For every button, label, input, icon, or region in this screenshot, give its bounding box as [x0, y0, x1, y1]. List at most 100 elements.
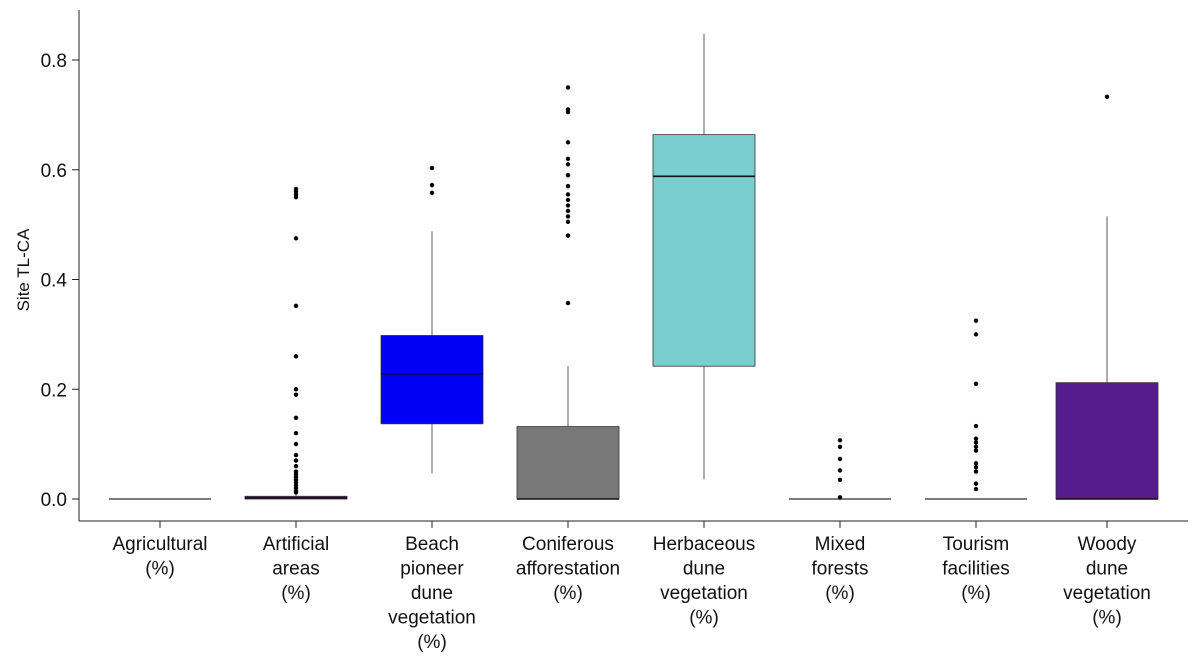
axes [78, 10, 1188, 522]
x-tick-label-line: (%) [145, 559, 175, 580]
box-group [925, 318, 1027, 500]
outlier-point [429, 190, 435, 195]
outlier-point [973, 486, 979, 492]
outlier-point [565, 219, 571, 225]
outlier-point [293, 236, 299, 241]
y-tick-label: 0.6 [41, 161, 67, 182]
x-tick-label-line: (%) [961, 583, 991, 604]
outlier-point [293, 392, 299, 397]
x-tick-label-line: (%) [689, 608, 719, 629]
outlier-point [565, 192, 571, 197]
outlier-point [293, 194, 299, 200]
outlier-point [429, 182, 435, 188]
x-tick-label: Herbaceous dune vegetation (%) [653, 534, 755, 629]
outlier-point [1104, 94, 1110, 99]
x-tick-label-line: dune [1086, 559, 1128, 580]
x-tick-label: Mixed forests (%) [811, 534, 868, 604]
outlier-point [973, 381, 979, 386]
outlier-point [837, 495, 843, 500]
outlier-point [429, 165, 435, 171]
boxes [109, 33, 1159, 500]
outlier-point [565, 85, 571, 90]
x-tick-label: Agricultural (%) [112, 534, 207, 580]
x-tick-label-line: Agricultural [112, 534, 207, 555]
box-group [516, 85, 620, 500]
x-tick-label-line: Beach [405, 534, 459, 555]
outlier-point [973, 461, 979, 466]
x-tick-label-line: Mixed [815, 534, 866, 555]
outlier-point [293, 452, 299, 458]
y-tick-label: 0.2 [41, 380, 67, 401]
outlier-point [293, 354, 299, 359]
x-tick-label-line: afforestation [516, 559, 620, 580]
y-tick-label: 0.4 [41, 271, 68, 292]
outlier-point [973, 440, 979, 445]
outlier-point [565, 184, 571, 189]
outlier-point [293, 458, 299, 463]
box-group [789, 438, 891, 500]
box [516, 426, 620, 500]
outlier-point [293, 303, 299, 309]
outlier-point [973, 464, 979, 470]
outlier-point [293, 441, 299, 447]
x-tick-label-line: facilities [942, 559, 1010, 580]
x-tick-label-line: vegetation [1063, 583, 1151, 604]
box-group [652, 33, 756, 480]
x-tick-label-line: (%) [417, 632, 447, 653]
outlier-point [837, 468, 843, 473]
x-tick-label: Tourism facilities (%) [942, 534, 1010, 604]
x-tick-label-line: vegetation [660, 583, 748, 604]
category-labels: Agricultural (%) Artificial areas (%) Beach pi… [112, 521, 1151, 653]
outlier-point [973, 332, 979, 337]
x-tick-label-line: (%) [553, 583, 583, 604]
x-tick-label: Beach pioneer dune vegetation (%) [388, 534, 476, 653]
outlier-point [837, 438, 843, 443]
outlier-point [973, 469, 979, 474]
outlier-point [565, 197, 571, 203]
box-group [1055, 94, 1159, 500]
x-tick-label-line: pioneer [400, 559, 464, 580]
outlier-point [837, 444, 843, 450]
box-group [244, 186, 348, 500]
x-tick-label-line: areas [272, 559, 320, 580]
outlier-point [565, 233, 571, 238]
y-ticks: 0.0 0.2 0.4 0.6 0.8 [41, 51, 79, 511]
y-tick-label: 0.0 [41, 490, 67, 511]
x-tick-label-line: dune [411, 583, 453, 604]
x-tick-label-line: (%) [825, 583, 855, 604]
outlier-point [973, 448, 979, 453]
x-tick-label: Artificial areas (%) [263, 534, 330, 604]
x-tick-label-line: Artificial [263, 534, 330, 555]
outlier-point [565, 203, 571, 208]
x-tick-label-line: vegetation [388, 608, 476, 629]
x-tick-label-line: (%) [1092, 608, 1122, 629]
outlier-point [293, 387, 299, 392]
outlier-point [565, 162, 571, 167]
x-tick-label-line: forests [811, 559, 868, 580]
outlier-point [565, 140, 571, 145]
outlier-point [565, 109, 571, 115]
outlier-point [973, 423, 979, 429]
outlier-point [565, 208, 571, 214]
x-tick-label-line: Woody [1078, 534, 1137, 555]
outlier-point [973, 481, 979, 486]
outlier-point [837, 456, 843, 462]
box-group [380, 165, 484, 474]
outlier-point [293, 463, 299, 469]
outlier-point [293, 490, 299, 495]
outlier-point [565, 156, 571, 161]
outlier-point [837, 477, 843, 482]
y-tick-label: 0.8 [41, 51, 67, 72]
x-tick-label-line: Herbaceous [653, 534, 755, 555]
y-axis-label: Site TL-CA [14, 228, 33, 311]
outlier-point [293, 415, 299, 420]
x-tick-label-line: Coniferous [522, 534, 614, 555]
box [380, 335, 484, 425]
x-tick-label-line: Tourism [943, 534, 1010, 555]
x-tick-label: Woody dune vegetation (%) [1063, 534, 1151, 629]
outlier-point [973, 444, 979, 450]
outlier-point [565, 173, 571, 178]
outlier-point [565, 300, 571, 306]
x-tick-label-line: dune [683, 559, 725, 580]
outlier-point [973, 318, 979, 323]
